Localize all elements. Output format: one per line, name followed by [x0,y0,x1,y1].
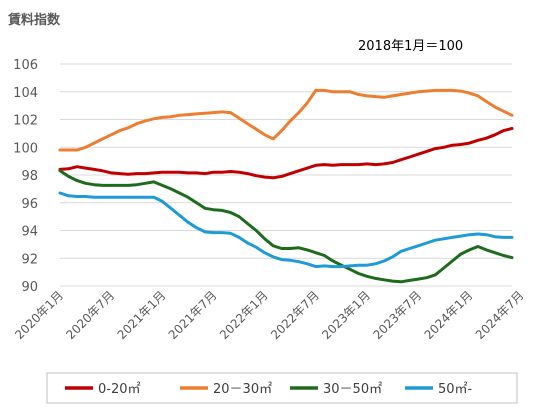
series-line-1 [58,88,514,152]
series-line-3 [58,191,514,269]
y-tick-label: 106 [13,58,38,73]
y-tick-label: 94 [21,225,38,240]
chart-title: 賃料指数 [7,12,61,28]
y-tick-label: 90 [21,280,38,295]
x-tick-label: 2021年1月 [115,288,169,342]
y-tick-label: 96 [21,197,38,212]
x-tick-label: 2021年7月 [166,288,220,342]
x-axis-ticks: 2020年1月2020年7月2021年1月2021年7月2022年1月2022年… [12,288,526,342]
x-tick-label: 2023年1月 [319,288,373,342]
x-tick-label: 2022年7月 [268,288,322,342]
y-tick-label: 92 [21,252,38,267]
x-tick-label: 2023年7月 [370,288,424,342]
base-annotation: 2018年1月＝100 [358,39,463,54]
legend-box [46,372,518,404]
series-lines [58,88,514,284]
x-tick-label: 2022年1月 [217,288,271,342]
x-tick-label: 2024年1月 [422,288,476,342]
y-axis-ticks: 90 92 94 96 98 100 102 104 106 [13,58,38,295]
legend-label-3: 50㎡- [438,382,473,397]
y-tick-label: 104 [13,86,38,101]
y-tick-label: 100 [13,141,38,156]
y-tick-label: 102 [13,114,38,129]
legend-label-0: 0-20㎡ [98,382,141,397]
series-line-2 [58,169,514,284]
legend-label-2: 30－50㎡ [323,382,382,397]
legend-label-1: 20－30㎡ [213,382,272,397]
x-tick-label: 2020年7月 [63,288,117,342]
legend: 0-20㎡ 20－30㎡ 30－50㎡ 50㎡- [46,372,518,404]
x-tick-label: 2020年1月 [12,288,66,342]
x-tick-label: 2024年7月 [473,288,527,342]
series-line-0 [58,127,514,180]
y-tick-label: 98 [21,169,38,184]
